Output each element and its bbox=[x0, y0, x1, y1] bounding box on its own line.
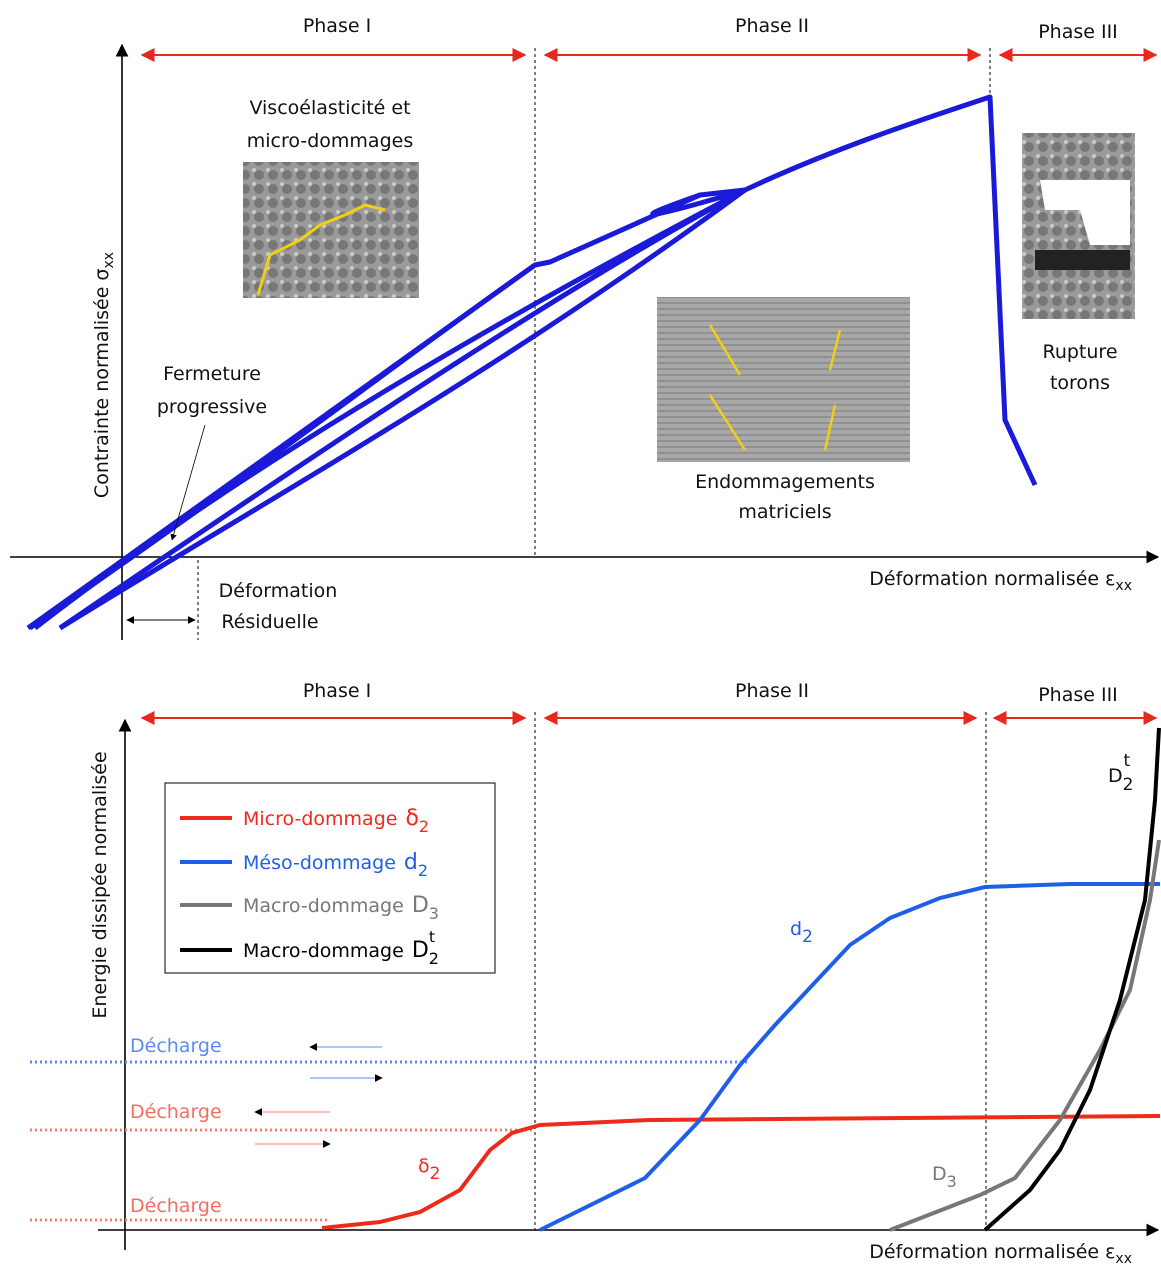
x-axis-label: Déformation normalisée εxx bbox=[869, 568, 1132, 594]
legend-name: Macro-dommage bbox=[243, 940, 404, 962]
top-panel: Phase I Phase II Phase III Contrainte no… bbox=[10, 15, 1160, 640]
phase-label: Phase II bbox=[735, 680, 809, 702]
symbol: d bbox=[404, 850, 418, 875]
symbol: δ bbox=[405, 806, 418, 831]
phase-label: Phase I bbox=[303, 15, 371, 37]
loop-path bbox=[650, 187, 746, 217]
meso-damage-curve bbox=[539, 882, 1160, 1232]
curve-label: δ2 bbox=[418, 1155, 440, 1184]
legend-entry: Méso-dommage d2 bbox=[243, 850, 428, 880]
symbol: d bbox=[790, 918, 802, 940]
annotation: Rupture bbox=[1042, 341, 1117, 363]
legend-entry: Micro-dommage δ2 bbox=[243, 806, 429, 836]
annotation: Fermeture bbox=[163, 363, 261, 385]
label-text: Déformation normalisée bbox=[869, 1241, 1099, 1263]
subscript: 3 bbox=[429, 904, 439, 923]
symbol: D bbox=[412, 938, 429, 963]
symbol: D bbox=[1108, 765, 1123, 787]
curve-label: d2 bbox=[790, 918, 813, 947]
subscript: 2 bbox=[429, 949, 439, 968]
label-text: Contrainte normalisée bbox=[91, 287, 113, 498]
legend-box bbox=[164, 782, 496, 974]
rupture-void bbox=[1040, 180, 1130, 245]
phase-label: Phase III bbox=[1038, 684, 1118, 706]
annotation: progressive bbox=[157, 396, 267, 418]
annotation: Résiduelle bbox=[221, 611, 318, 633]
reloading-path bbox=[33, 187, 747, 630]
subscript: 2 bbox=[419, 817, 429, 836]
micro-damage-curve bbox=[321, 1114, 1161, 1230]
unloading-label: Décharge bbox=[130, 1035, 222, 1057]
annotation: Endommagements bbox=[695, 471, 875, 493]
reloading-path bbox=[58, 187, 747, 631]
curve-label: D3 bbox=[932, 1163, 957, 1191]
subscript: 2 bbox=[802, 927, 813, 947]
symbol: σ bbox=[91, 269, 113, 281]
symbol: ε bbox=[1105, 568, 1115, 590]
unloading-label: Décharge bbox=[130, 1101, 222, 1123]
bottom-panel: Phase I Phase II Phase III Energie dissi… bbox=[30, 680, 1161, 1265]
subscript: 2 bbox=[418, 861, 428, 880]
unloading-path bbox=[58, 187, 747, 631]
micrograph bbox=[657, 297, 910, 462]
symbol: δ bbox=[418, 1155, 430, 1177]
label-text: Déformation normalisée bbox=[869, 568, 1099, 590]
y-axis-label: Energie dissipée normalisée bbox=[89, 751, 111, 1018]
micrograph bbox=[243, 162, 419, 298]
annotation: Viscoélasticité et bbox=[249, 97, 410, 119]
annotation: micro-dommages bbox=[247, 130, 413, 152]
symbol: ε bbox=[1105, 1241, 1115, 1263]
pointer-arrow bbox=[170, 424, 206, 541]
subscript: 2 bbox=[1123, 775, 1134, 795]
legend-name: Macro-dommage bbox=[243, 895, 404, 917]
x-axis-label: Déformation normalisée εxx bbox=[869, 1241, 1132, 1265]
phase-label: Phase III bbox=[1038, 21, 1118, 43]
crack-highlight bbox=[256, 203, 386, 296]
subscript: 3 bbox=[947, 1172, 957, 1191]
symbol: D bbox=[932, 1163, 947, 1185]
annotation: matriciels bbox=[738, 501, 831, 523]
macro-damage-d3-curve bbox=[889, 839, 1161, 1232]
unloading-label: Décharge bbox=[130, 1195, 222, 1217]
subscript: 2 bbox=[430, 1164, 441, 1184]
phase-label: Phase II bbox=[735, 15, 809, 37]
rupture-band bbox=[1035, 250, 1130, 270]
annotation: torons bbox=[1050, 372, 1110, 394]
superscript: t bbox=[429, 928, 435, 946]
macro-damage-d2t-curve bbox=[983, 727, 1161, 1232]
legend-name: Micro-dommage bbox=[243, 808, 397, 830]
symbol: D bbox=[412, 893, 429, 918]
curve-label: D2 t bbox=[1108, 751, 1133, 795]
subscript: xx bbox=[1115, 1251, 1132, 1265]
crack-highlight bbox=[708, 324, 842, 451]
phase-label: Phase I bbox=[303, 680, 371, 702]
subscript: xx bbox=[1115, 578, 1132, 594]
y-axis-label: Contrainte normalisée σxx bbox=[91, 252, 117, 498]
legend-entry: Macro-dommage D3 bbox=[243, 893, 439, 923]
annotation: Déformation bbox=[219, 580, 338, 602]
stress-strain-curve bbox=[26, 94, 1038, 631]
subscript: xx bbox=[101, 252, 117, 269]
legend-name: Méso-dommage bbox=[243, 852, 396, 874]
superscript: t bbox=[1123, 751, 1130, 771]
legend-entry: Macro-dommage D2 t bbox=[243, 928, 439, 968]
